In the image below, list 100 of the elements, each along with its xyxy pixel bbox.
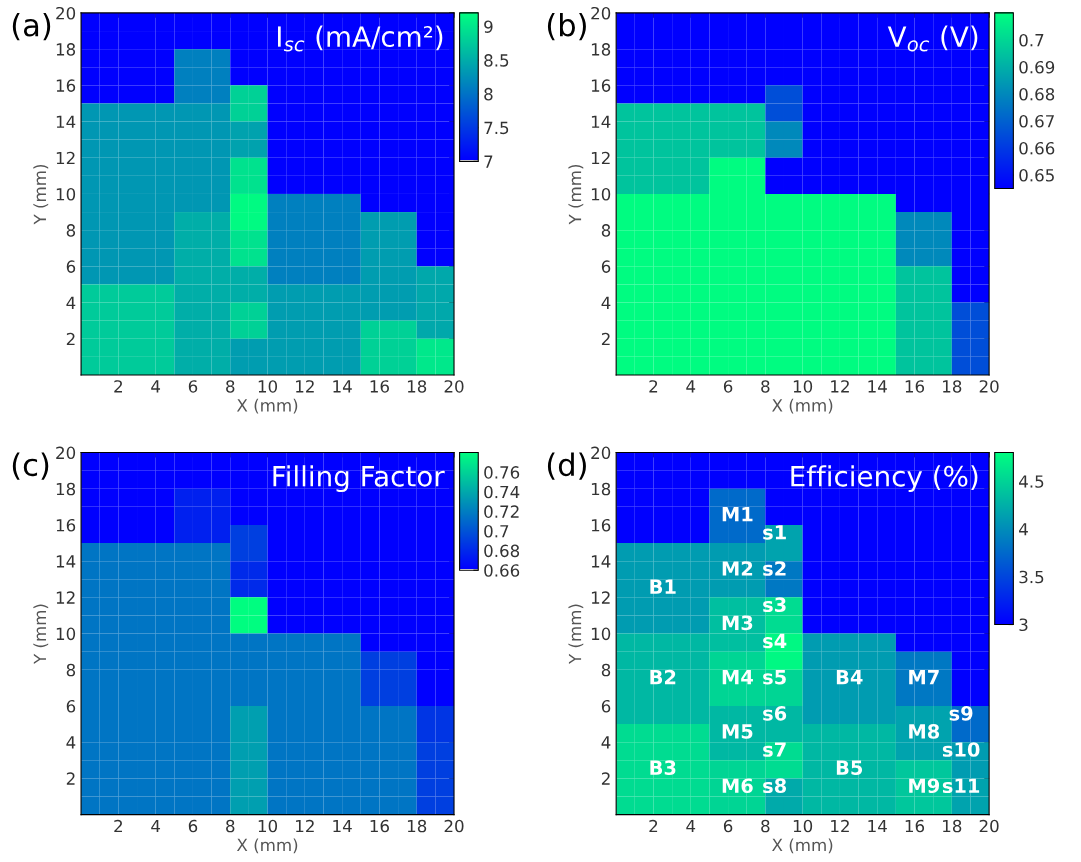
color-bar-label: 7 [484, 155, 493, 168]
y-tick-label: 20 [591, 6, 611, 20]
x-tick-label: 8 [761, 819, 770, 833]
x-axis-title: X (mm) [236, 398, 298, 414]
data-label: M5 [722, 724, 753, 739]
y-tick-label: 10 [591, 627, 611, 641]
data-label: B2 [650, 669, 676, 685]
x-tick-label: 4 [686, 380, 696, 393]
x-tick-label: 10 [793, 819, 813, 833]
chart-title: I$_{sc}$ (mA/cm²) [277, 25, 443, 52]
y-tick-label: 16 [56, 79, 76, 92]
color-bar-label: 0.66 [484, 564, 520, 577]
x-tick-label: 6 [188, 380, 198, 393]
y-tick-label: 8 [66, 224, 76, 237]
y-tick-label: 14 [591, 115, 611, 128]
y-tick-label: 4 [601, 736, 611, 749]
data-label: s3 [763, 597, 786, 613]
x-tick-label: 12 [831, 380, 849, 393]
color-bar-label: 0.72 [484, 505, 519, 518]
chart-title: Efficiency (%) [791, 465, 978, 493]
data-label: s6 [763, 705, 787, 721]
data-label: M6 [722, 778, 753, 794]
x-axis-title: X (mm) [772, 838, 833, 854]
y-axis-title: Y (mm) [33, 604, 49, 665]
color-bar-label: 0.66 [1019, 141, 1055, 155]
y-tick-label: 18 [56, 43, 76, 56]
x-tick-label: 14 [868, 819, 887, 833]
y-tick-label: 16 [591, 79, 611, 92]
color-bar-label: 0.69 [1019, 60, 1055, 74]
x-tick-label: 6 [723, 380, 733, 393]
x-tick-label: 16 [370, 380, 389, 393]
x-tick-label: 6 [188, 819, 198, 833]
data-label: M8 [909, 724, 940, 739]
y-tick-label: 12 [56, 151, 75, 165]
data-label: M4 [722, 670, 753, 685]
data-label: s7 [763, 742, 786, 757]
x-tick-label: 16 [905, 380, 925, 393]
y-tick-label: 4 [601, 296, 611, 309]
data-label: B4 [836, 670, 863, 685]
y-tick-label: 4 [66, 296, 76, 309]
y-tick-label: 20 [56, 446, 76, 460]
color-bar-label: 9 [484, 20, 493, 33]
x-tick-label: 20 [444, 380, 464, 393]
y-tick-label: 6 [66, 699, 76, 713]
y-tick-label: 14 [591, 555, 611, 568]
x-tick-label: 8 [226, 380, 235, 393]
y-tick-label: 2 [66, 332, 75, 346]
color-bar-label: 3.5 [1019, 570, 1044, 584]
y-tick-label: 6 [601, 260, 611, 273]
text: (c) [12, 452, 49, 480]
color-bar-label: 0.68 [1019, 87, 1055, 101]
x-axis-title: X (mm) [236, 838, 298, 854]
y-tick-label: 8 [66, 663, 76, 677]
y-tick-label: 8 [601, 663, 611, 677]
y-axis-title: Y (mm) [33, 164, 49, 225]
color-bar-label: 0.67 [1019, 114, 1054, 128]
x-tick-label: 18 [407, 380, 427, 393]
y-tick-label: 12 [591, 151, 610, 165]
data-label: B1 [650, 579, 676, 594]
data-label: M7 [909, 670, 939, 685]
color-bar-label: 8 [484, 87, 493, 101]
text: (d) [547, 452, 586, 480]
color-bar-label: 0.68 [484, 544, 520, 558]
x-axis-title: X (mm) [772, 398, 833, 414]
y-tick-label: 4 [66, 736, 76, 749]
data-label: M1 [722, 507, 753, 522]
color-bar-label: 7.5 [484, 121, 509, 135]
color-bar-label: 4 [1019, 523, 1028, 536]
color-bar-label: 0.76 [484, 466, 520, 479]
y-tick-label: 12 [591, 591, 610, 604]
y-tick-label: 10 [591, 187, 611, 201]
x-tick-label: 18 [943, 819, 962, 833]
chart-title: Filling Factor [273, 465, 445, 493]
x-tick-label: 10 [258, 380, 278, 393]
color-bar-label: 0.74 [484, 485, 520, 499]
x-tick-label: 2 [649, 819, 658, 833]
x-tick-label: 8 [226, 819, 235, 833]
text: (b) [547, 12, 586, 41]
x-tick-label: 2 [114, 819, 122, 833]
data-label: M2 [722, 561, 753, 576]
y-tick-label: 12 [56, 591, 75, 604]
y-tick-label: 10 [56, 187, 76, 201]
x-tick-label: 16 [370, 819, 389, 833]
y-tick-label: 18 [56, 482, 76, 496]
x-tick-label: 10 [258, 819, 278, 833]
data-label: M3 [722, 615, 753, 631]
y-tick-label: 2 [601, 772, 610, 785]
color-bar-label: 0.65 [1019, 168, 1054, 182]
x-tick-label: 20 [979, 380, 999, 393]
y-tick-label: 20 [56, 6, 76, 20]
color-bar-label: 4.5 [1019, 475, 1044, 488]
color-bar-label: 0.7 [484, 524, 509, 538]
y-tick-label: 2 [601, 332, 610, 346]
y-axis-title: Y (mm) [568, 164, 584, 225]
x-tick-label: 16 [905, 819, 925, 833]
y-tick-label: 2 [66, 772, 75, 785]
x-tick-label: 14 [333, 819, 352, 833]
color-bar-label: 0.7 [1019, 33, 1044, 47]
data-label: M9 [909, 778, 940, 794]
data-label: B3 [650, 760, 676, 775]
